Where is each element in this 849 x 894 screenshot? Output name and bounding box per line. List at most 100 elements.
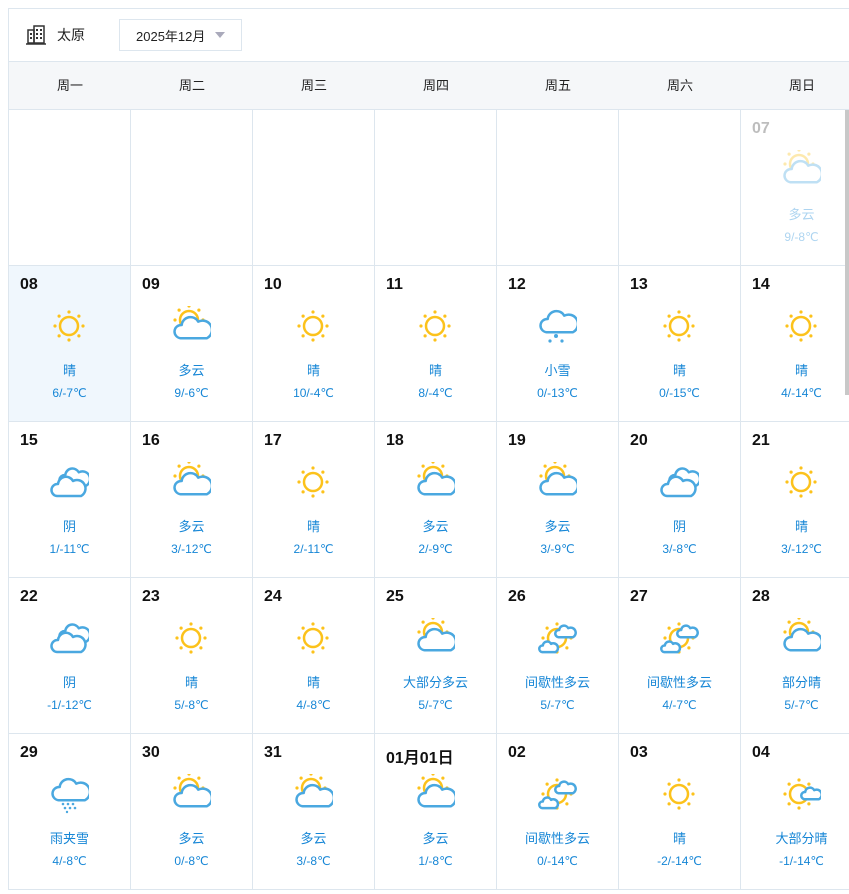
day-cell[interactable]: 09 多云 9/-6℃ bbox=[131, 266, 253, 421]
day-cell[interactable]: 12 小雪 0/-13℃ bbox=[497, 266, 619, 421]
day-cell[interactable]: 01月01日 多云 1/-8℃ bbox=[375, 734, 497, 889]
temperature-range: 4/-14℃ bbox=[781, 386, 822, 400]
day-cell[interactable]: 27 间歇性多云 4/-7℃ bbox=[619, 578, 741, 733]
temperature-range: 0/-13℃ bbox=[537, 386, 578, 400]
day-cell[interactable]: 17 晴 2/-11℃ bbox=[253, 422, 375, 577]
temperature-range: 0/-8℃ bbox=[174, 854, 209, 868]
weather-condition: 阴 bbox=[62, 675, 76, 690]
day-cell[interactable]: 30 多云 0/-8℃ bbox=[131, 734, 253, 889]
day-cell[interactable]: 07 多云 9/-8℃ bbox=[741, 110, 849, 265]
empty-cell bbox=[131, 110, 253, 265]
day-number: 24 bbox=[264, 588, 282, 605]
day-cell[interactable]: 04 大部分晴 -1/-14℃ bbox=[741, 734, 849, 889]
day-cell[interactable]: 08 晴 6/-7℃ bbox=[9, 266, 131, 421]
temperature-range: 9/-6℃ bbox=[174, 386, 209, 400]
temperature-range: 3/-12℃ bbox=[171, 542, 212, 556]
day-cell[interactable]: 11 晴 8/-4℃ bbox=[375, 266, 497, 421]
temperature-range: 2/-11℃ bbox=[293, 542, 334, 556]
toolbar: 太原 2025年12月 bbox=[9, 9, 849, 61]
day-cell[interactable]: 18 多云 2/-9℃ bbox=[375, 422, 497, 577]
day-number: 29 bbox=[20, 744, 38, 761]
day-cell[interactable]: 13 晴 0/-15℃ bbox=[619, 266, 741, 421]
weekday-fri: 周五 bbox=[544, 78, 571, 93]
day-number: 27 bbox=[630, 588, 648, 605]
day-number: 08 bbox=[20, 276, 38, 293]
month-select[interactable]: 2025年12月 bbox=[119, 19, 242, 51]
weather-condition: 多云 bbox=[788, 207, 815, 222]
temperature-range: 0/-15℃ bbox=[659, 386, 700, 400]
partly-cloudy-icon bbox=[295, 774, 333, 808]
scrollbar[interactable] bbox=[845, 110, 849, 395]
day-number: 14 bbox=[752, 276, 770, 293]
day-number: 17 bbox=[264, 432, 282, 449]
weather-condition: 晴 bbox=[428, 363, 442, 378]
weather-condition: 晴 bbox=[306, 363, 320, 378]
weather-condition: 部分晴 bbox=[781, 675, 821, 690]
day-cell[interactable]: 22 阴 -1/-12℃ bbox=[9, 578, 131, 733]
building-icon bbox=[26, 25, 46, 45]
day-cell[interactable]: 24 晴 4/-8℃ bbox=[253, 578, 375, 733]
weather-condition: 大部分晴 bbox=[775, 831, 828, 846]
day-cell[interactable]: 21 晴 3/-12℃ bbox=[741, 422, 849, 577]
weather-condition: 多云 bbox=[422, 831, 449, 846]
week-row: 29 雨夹雪 4/-8℃ 30 多云 0/-8℃ 31 多云 3/-8℃ 01月01日… bbox=[9, 734, 849, 890]
day-number: 16 bbox=[142, 432, 160, 449]
weather-condition: 间歇性多云 bbox=[524, 831, 590, 846]
day-cell[interactable]: 29 雨夹雪 4/-8℃ bbox=[9, 734, 131, 889]
weather-condition: 多云 bbox=[422, 519, 449, 534]
week-row: 08 晴 6/-7℃ 09 多云 9/-6℃ 10 晴 10/-4℃ 11 晴 8/-… bbox=[9, 266, 849, 422]
sunny-icon bbox=[419, 310, 451, 342]
sunny-icon bbox=[785, 466, 817, 498]
day-cell[interactable]: 15 阴 1/-11℃ bbox=[9, 422, 131, 577]
day-cell[interactable]: 03 晴 -2/-14℃ bbox=[619, 734, 741, 889]
month-select-value: 2025年12月 bbox=[136, 28, 206, 44]
temperature-range: 8/-4℃ bbox=[418, 386, 453, 400]
weather-condition: 晴 bbox=[794, 519, 808, 534]
day-number: 21 bbox=[752, 432, 770, 449]
sleet-icon bbox=[51, 777, 89, 814]
weather-condition: 雨夹雪 bbox=[49, 831, 89, 846]
partly-cloudy-icon bbox=[783, 150, 821, 184]
partly-cloudy-icon bbox=[173, 306, 211, 340]
sunny-icon bbox=[297, 466, 329, 498]
day-number: 12 bbox=[508, 276, 526, 293]
weekday-header: 周一 周二 周三 周四 周五 周六 周日 bbox=[9, 61, 849, 110]
day-cell[interactable]: 20 阴 3/-8℃ bbox=[619, 422, 741, 577]
sunny-icon bbox=[663, 310, 695, 342]
temperature-range: 0/-14℃ bbox=[537, 854, 578, 868]
empty-cell bbox=[253, 110, 375, 265]
sunny-icon bbox=[53, 310, 85, 342]
day-cell[interactable]: 19 多云 3/-9℃ bbox=[497, 422, 619, 577]
overcast-icon bbox=[660, 467, 699, 498]
day-cell[interactable]: 26 间歇性多云 5/-7℃ bbox=[497, 578, 619, 733]
day-number: 31 bbox=[264, 744, 282, 761]
day-cell[interactable]: 02 间歇性多云 0/-14℃ bbox=[497, 734, 619, 889]
day-number: 15 bbox=[20, 432, 38, 449]
day-number: 20 bbox=[630, 432, 648, 449]
day-cell[interactable]: 28 部分晴 5/-7℃ bbox=[741, 578, 849, 733]
calendar-grid: 07 多云 9/-8℃ 08 晴 6/-7℃ 09 多云 9/-6℃ 10 晴 10/… bbox=[9, 110, 849, 890]
day-cell[interactable]: 10 晴 10/-4℃ bbox=[253, 266, 375, 421]
weather-condition: 阴 bbox=[62, 519, 76, 534]
partly-cloudy-icon bbox=[417, 618, 455, 652]
sunny-icon bbox=[297, 310, 329, 342]
day-cell[interactable]: 31 多云 3/-8℃ bbox=[253, 734, 375, 889]
day-number: 23 bbox=[142, 588, 160, 605]
weather-condition: 多云 bbox=[178, 519, 205, 534]
partly-cloudy-icon bbox=[417, 462, 455, 496]
day-cell[interactable]: 14 晴 4/-14℃ bbox=[741, 266, 849, 421]
weekday-sun: 周日 bbox=[788, 78, 815, 93]
day-number: 18 bbox=[386, 432, 404, 449]
temperature-range: 3/-9℃ bbox=[540, 542, 575, 556]
empty-cell bbox=[619, 110, 741, 265]
intermittent-clouds-icon bbox=[538, 778, 577, 810]
day-cell[interactable]: 25 大部分多云 5/-7℃ bbox=[375, 578, 497, 733]
day-number: 09 bbox=[142, 276, 160, 293]
day-cell[interactable]: 23 晴 5/-8℃ bbox=[131, 578, 253, 733]
day-cell[interactable]: 16 多云 3/-12℃ bbox=[131, 422, 253, 577]
temperature-range: 6/-7℃ bbox=[52, 386, 87, 400]
week-row: 15 阴 1/-11℃ 16 多云 3/-12℃ 17 晴 2/-11℃ 18 多云 … bbox=[9, 422, 849, 578]
weather-condition: 晴 bbox=[794, 363, 808, 378]
intermittent-clouds-icon bbox=[538, 622, 577, 654]
weather-condition: 小雪 bbox=[544, 363, 571, 378]
